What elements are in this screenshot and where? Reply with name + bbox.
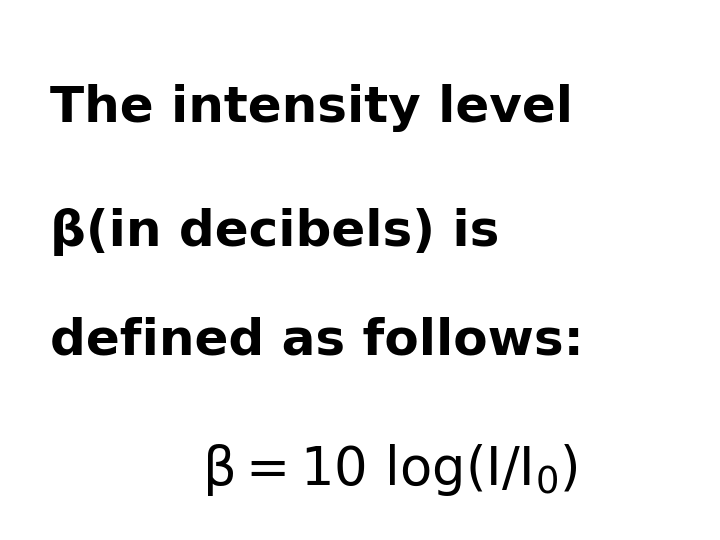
Text: $\mathsf{\beta = 10\ log(I/I_0)}$: $\mathsf{\beta = 10\ log(I/I_0)}$ xyxy=(202,442,577,498)
Text: β(in decibels) is: β(in decibels) is xyxy=(50,208,500,256)
Text: defined as follows:: defined as follows: xyxy=(50,316,584,364)
Text: The intensity level: The intensity level xyxy=(50,84,573,132)
